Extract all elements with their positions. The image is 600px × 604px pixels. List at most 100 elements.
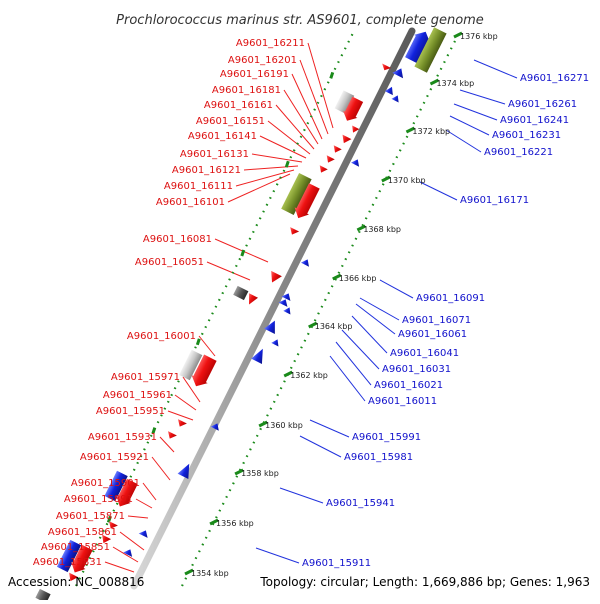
gene-label-reverse[interactable]: A9601_15991 [352, 432, 421, 443]
gene-box[interactable] [104, 470, 128, 502]
gene-label-forward[interactable]: A9601_15831 [33, 557, 102, 568]
gene-bigarrow[interactable] [113, 478, 140, 510]
gene-label-forward[interactable]: A9601_16141 [188, 131, 257, 142]
gene-label-forward[interactable]: A9601_15861 [48, 527, 117, 538]
rna-gene-box[interactable] [414, 27, 447, 73]
gene-arrow[interactable] [210, 421, 222, 431]
gene-label-forward[interactable]: A9601_16211 [236, 38, 305, 49]
blue-leader-line [473, 59, 518, 79]
gene-arrow[interactable] [324, 155, 335, 164]
gene-arrow[interactable] [106, 521, 118, 531]
gene-label-reverse[interactable]: A9601_16011 [368, 396, 437, 407]
gene-arrowhead-shape [123, 549, 133, 557]
track-dash [195, 338, 201, 346]
gene-arrow[interactable] [392, 66, 406, 79]
gene-arrow[interactable] [391, 94, 401, 103]
gene-label-forward[interactable]: A9601_15971 [111, 372, 180, 383]
gene-box-shape [104, 470, 128, 502]
gene-label-forward[interactable]: A9601_15921 [80, 452, 149, 463]
gene-label-reverse[interactable]: A9601_16061 [398, 329, 467, 340]
red-leader-line [182, 376, 201, 403]
gene-label-forward[interactable]: A9601_15851 [41, 542, 110, 553]
gene-arrow[interactable] [278, 297, 290, 307]
gene-label-forward[interactable]: A9601_16151 [196, 116, 265, 127]
gene-box-shape [179, 349, 203, 381]
gene-arrow[interactable] [251, 346, 268, 364]
gene-bigarrow[interactable] [68, 544, 95, 576]
gene-arrow[interactable] [287, 227, 300, 237]
gene-arrow[interactable] [300, 257, 312, 267]
gene-arrowhead-shape [382, 63, 392, 71]
gene-label-reverse[interactable]: A9601_16231 [492, 130, 561, 141]
gene-arrow-shape [116, 478, 138, 507]
gene-arrow[interactable] [349, 125, 360, 135]
gene-label-reverse[interactable]: A9601_16171 [460, 195, 529, 206]
gene-label-reverse[interactable]: A9601_16071 [402, 315, 471, 326]
pseudo-gene-box[interactable] [179, 349, 203, 381]
gene-bigarrow[interactable] [188, 354, 218, 391]
gene-label-forward[interactable]: A9601_15951 [96, 406, 165, 417]
gene-label-reverse[interactable]: A9601_16261 [508, 99, 577, 110]
gene-label-reverse[interactable]: A9601_16041 [390, 348, 459, 359]
gene-arrow[interactable] [271, 338, 281, 347]
gene-label-forward[interactable]: A9601_16051 [135, 257, 204, 268]
gene-arrow[interactable] [384, 85, 396, 96]
gene-label-forward[interactable]: A9601_15931 [88, 432, 157, 443]
gene-label-forward[interactable]: A9601_15891 [64, 494, 133, 505]
gene-label-reverse[interactable]: A9601_15981 [344, 452, 413, 463]
gene-arrow[interactable] [245, 293, 259, 306]
gene-arrow[interactable] [351, 157, 362, 167]
gene-label-forward[interactable]: A9601_15871 [56, 511, 125, 522]
red-leader-line [243, 165, 299, 171]
kbp-tick-mark [381, 175, 391, 183]
gene-label-forward[interactable]: A9601_16081 [143, 234, 212, 245]
gene-label-reverse[interactable]: A9601_15941 [326, 498, 395, 509]
gene-arrow[interactable] [175, 419, 187, 429]
red-leader-line [291, 73, 323, 140]
gene-label-forward[interactable]: A9601_16001 [127, 331, 196, 342]
gene-label-forward[interactable]: A9601_16181 [212, 85, 281, 96]
gene-label-reverse[interactable]: A9601_16031 [382, 364, 451, 375]
gene-arrow[interactable] [123, 547, 135, 557]
gene-arrow[interactable] [380, 63, 392, 73]
gene-box[interactable] [56, 539, 82, 573]
gene-label-reverse[interactable]: A9601_15911 [302, 558, 371, 569]
gene-arrowhead-shape [138, 530, 148, 538]
gene-arrow[interactable] [339, 134, 352, 146]
pseudo-gene-box[interactable] [233, 285, 249, 301]
gene-arrowhead-shape [342, 134, 352, 144]
gene-arrow[interactable] [267, 270, 282, 285]
rna-gene-box[interactable] [281, 172, 312, 216]
pseudo-gene-box[interactable] [334, 90, 355, 114]
gene-label-reverse[interactable]: A9601_16241 [500, 115, 569, 126]
gene-label-forward[interactable]: A9601_16121 [172, 165, 241, 176]
gene-bigarrow[interactable] [291, 182, 321, 221]
gene-arrow[interactable] [317, 165, 328, 174]
gene-label-forward[interactable]: A9601_15961 [103, 390, 172, 401]
gene-arrow[interactable] [177, 461, 195, 479]
gene-label-reverse[interactable]: A9601_16221 [484, 147, 553, 158]
gene-label-forward[interactable]: A9601_16191 [220, 69, 289, 80]
gene-label-forward[interactable]: A9601_16161 [204, 100, 273, 111]
gene-label-forward[interactable]: A9601_16201 [228, 55, 297, 66]
gene-arrow[interactable] [281, 291, 293, 301]
gene-label-reverse[interactable]: A9601_16021 [374, 380, 443, 391]
track-dash [284, 160, 290, 168]
gene-arrow[interactable] [165, 431, 177, 441]
gene-arrow[interactable] [331, 145, 342, 154]
gene-label-reverse[interactable]: A9601_16271 [520, 73, 589, 84]
gene-label-forward[interactable]: A9601_15901 [71, 478, 140, 489]
gene-arrow[interactable] [138, 528, 151, 538]
pseudo-gene-box[interactable] [35, 588, 51, 604]
gene-arrow[interactable] [283, 306, 293, 315]
gene-label-forward[interactable]: A9601_16111 [164, 181, 233, 192]
gene-arrow[interactable] [66, 572, 79, 584]
gene-label-forward[interactable]: A9601_16131 [180, 149, 249, 160]
gene-arrow[interactable] [99, 534, 112, 546]
gene-label-reverse[interactable]: A9601_16091 [416, 293, 485, 304]
gene-bigarrow[interactable] [403, 28, 433, 65]
gene-arrowhead-shape [333, 145, 342, 153]
gene-label-forward[interactable]: A9601_16101 [156, 197, 225, 208]
gene-arrow[interactable] [264, 318, 280, 335]
gene-bigarrow[interactable] [340, 96, 365, 125]
